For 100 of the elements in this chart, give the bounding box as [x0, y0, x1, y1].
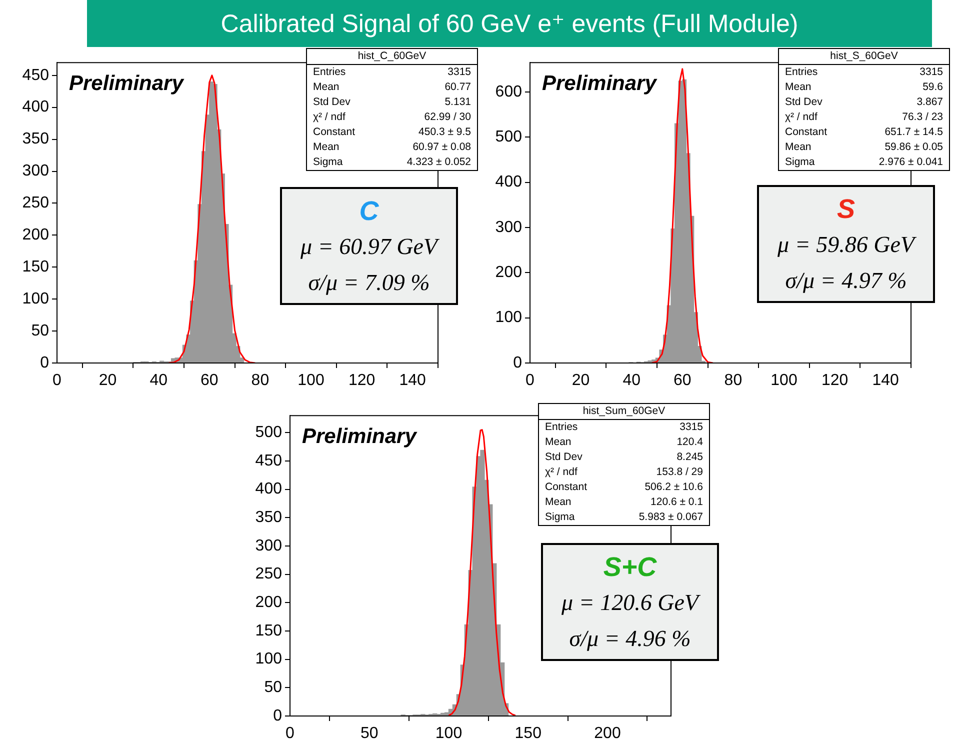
- y-tick-label: 50: [264, 679, 282, 696]
- y-tick-label: 400: [495, 174, 522, 191]
- x-tick-label: 100: [435, 725, 462, 742]
- annotation: 76.3 / 23: [902, 110, 943, 125]
- x-tick-label: 60: [200, 372, 218, 390]
- x-tick-label: 40: [622, 372, 641, 390]
- text: 60.77: [444, 81, 471, 93]
- annotation: σ/μ = 4.96 %: [568, 625, 692, 653]
- annotation: Mean: [785, 140, 812, 155]
- x-tick-label: 40: [150, 372, 168, 390]
- y-tick-label: 150: [22, 258, 50, 276]
- y-tick-label: 400: [255, 480, 282, 498]
- annotation: 62.99 / 30: [424, 110, 471, 125]
- text: 5.131: [444, 96, 471, 108]
- annotation: σ/μ = 4.97 %: [784, 267, 908, 295]
- x-tick-label: 60: [674, 372, 692, 390]
- y-tick-label: 600: [495, 83, 522, 100]
- y-tick-label: 300: [495, 218, 522, 236]
- annotation: Constant: [545, 480, 588, 495]
- y-tick-label: 200: [255, 594, 282, 612]
- annotation: Std Dev: [785, 95, 822, 110]
- annotation: Mean: [313, 140, 340, 155]
- y-tick-label: 0: [273, 707, 282, 724]
- x-tick-label: 120: [348, 372, 376, 390]
- text: 59.6: [922, 81, 943, 93]
- annotation: 2.976 ± 0.041: [878, 155, 943, 170]
- annotation: χ² / ndf: [785, 110, 818, 125]
- x-tick-label: 20: [98, 372, 117, 390]
- x-tick-label: 20: [572, 372, 590, 390]
- x-tick-label: 120: [821, 372, 848, 390]
- annotation: Constant: [785, 125, 828, 140]
- text: 3315: [920, 66, 943, 78]
- y-tick-label: 400: [22, 98, 50, 116]
- annotation: Std Dev: [313, 95, 350, 110]
- y-tick-label: 350: [22, 130, 50, 148]
- annotation: 450.3 ± 9.5: [418, 125, 471, 140]
- result-box: S+C μ = 120.6 GeV σ/μ = 4.96 %: [541, 543, 719, 661]
- annotation: hist_Sum_60GeV: [539, 404, 709, 420]
- text: 8.245: [676, 451, 703, 463]
- annotation: C: [358, 195, 380, 228]
- annotation: μ = 59.86 GeV: [776, 231, 918, 259]
- annotation: 59.86 ± 0.05: [884, 140, 943, 155]
- y-tick-label: 100: [22, 290, 50, 308]
- annotation: Entries: [545, 420, 578, 435]
- annotation: μ = 60.97 GeV: [300, 233, 441, 261]
- annotation: 60.97 ± 0.08: [412, 140, 471, 155]
- y-tick-label: 100: [495, 309, 522, 326]
- annotation: Std Dev: [545, 450, 582, 465]
- y-tick-label: 300: [22, 162, 50, 180]
- x-tick-label: 140: [872, 372, 900, 390]
- annotation: Mean: [545, 435, 572, 450]
- x-tick-label: 100: [770, 372, 798, 390]
- x-tick-label: 80: [724, 372, 742, 390]
- annotation: Mean: [313, 80, 340, 95]
- annotation: Preliminary: [302, 425, 416, 449]
- annotation: χ² / ndf: [545, 465, 578, 480]
- text: hist_S_60GeV: [830, 50, 898, 62]
- text: 120.4: [676, 436, 703, 448]
- y-tick-label: 500: [255, 424, 282, 442]
- y-tick-label: 300: [255, 537, 282, 554]
- annotation: Preliminary: [542, 72, 656, 96]
- annotation: Sigma: [313, 155, 343, 170]
- annotation: S: [836, 193, 856, 226]
- result-box: C μ = 60.97 GeV σ/μ = 7.09 %: [280, 187, 458, 305]
- x-tick-label: 100: [298, 372, 324, 390]
- annotation: μ = 120.6 GeV: [560, 589, 702, 617]
- y-tick-label: 350: [255, 509, 282, 526]
- y-tick-label: 450: [22, 66, 50, 84]
- y-tick-label: 250: [22, 194, 50, 212]
- y-tick-label: 0: [513, 354, 522, 372]
- annotation: Entries: [785, 65, 818, 80]
- annotation: 120.6 ± 0.1: [650, 495, 703, 510]
- text: hist_C_60GeV: [358, 50, 426, 62]
- annotation: 651.7 ± 14.5: [884, 125, 943, 140]
- y-tick-label: 0: [40, 354, 50, 372]
- x-tick-label: 0: [52, 372, 62, 390]
- annotation: Constant: [313, 125, 356, 140]
- annotation: Entries: [313, 65, 346, 80]
- text: Calibrated Signal of 60 GeV e⁺ events (Full Module): [87, 0, 932, 47]
- y-tick-label: 50: [31, 322, 50, 340]
- y-tick-label: 200: [22, 226, 50, 244]
- annotation: 153.8 / 29: [656, 465, 703, 480]
- result-box: S μ = 59.86 GeV σ/μ = 4.97 %: [757, 185, 935, 303]
- annotation: 5.983 ± 0.067: [638, 510, 703, 525]
- annotation: Sigma: [545, 510, 575, 525]
- annotation: σ/μ = 7.09 %: [307, 269, 431, 297]
- annotation: S+C: [602, 551, 658, 584]
- y-tick-label: 250: [255, 566, 282, 583]
- x-tick-label: 80: [251, 372, 270, 390]
- text: 3315: [448, 66, 471, 78]
- x-tick-label: 50: [360, 725, 378, 742]
- text: 3315: [680, 421, 703, 433]
- annotation: Sigma: [785, 155, 815, 170]
- y-tick-label: 150: [255, 622, 282, 640]
- y-tick-label: 200: [495, 264, 522, 282]
- annotation: Mean: [785, 80, 812, 95]
- annotation: 506.2 ± 10.6: [644, 480, 703, 495]
- y-tick-label: 100: [255, 650, 282, 668]
- x-tick-label: 0: [526, 372, 535, 390]
- x-tick-label: 140: [399, 372, 426, 390]
